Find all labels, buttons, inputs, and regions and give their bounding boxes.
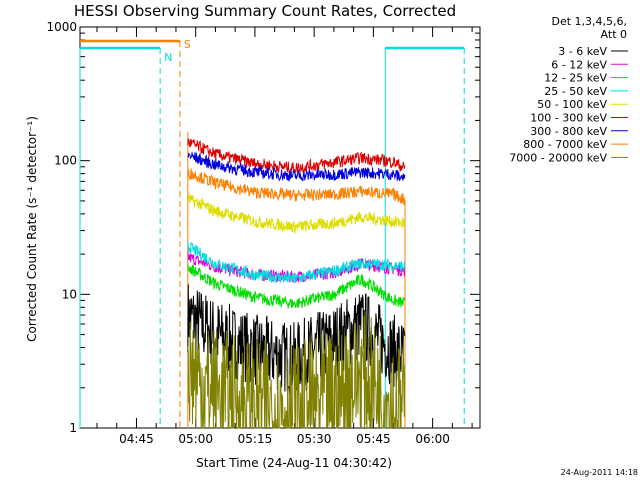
x-tick-label: 05:00 xyxy=(178,432,213,446)
series-line xyxy=(187,262,406,309)
legend-entry: 300 - 800 keV xyxy=(530,125,607,138)
y-tick-label: 10 xyxy=(62,287,77,301)
footer-timestamp: 24-Aug-2011 14:18 xyxy=(561,468,638,477)
x-axis-label: Start Time (24-Aug-11 04:30:42) xyxy=(196,456,392,470)
series-line xyxy=(187,241,406,284)
legend-entry: 3 - 6 keV xyxy=(558,45,607,58)
legend-entry: 6 - 12 keV xyxy=(551,58,607,71)
saa-marker: S xyxy=(184,38,191,51)
x-tick-label: 05:45 xyxy=(356,432,391,446)
x-tick-label: 06:00 xyxy=(415,432,450,446)
series-line xyxy=(187,284,406,394)
y-tick-label: 1 xyxy=(69,421,77,435)
legend-entry: 7000 - 20000 keV xyxy=(509,151,607,164)
legend-header-2: Att 0 xyxy=(601,28,627,41)
night-marker: N xyxy=(164,51,172,64)
series-line xyxy=(187,166,406,206)
series-line xyxy=(187,311,406,429)
chart-title: HESSI Observing Summary Count Rates, Cor… xyxy=(74,2,456,20)
x-tick-label: 05:15 xyxy=(238,432,273,446)
legend-entry: 50 - 100 keV xyxy=(537,98,607,111)
y-tick-label: 1000 xyxy=(46,20,77,34)
x-tick-label: 04:45 xyxy=(119,432,154,446)
series-line xyxy=(187,138,406,174)
legend-entry: 800 - 7000 keV xyxy=(523,138,607,151)
legend-header-1: Det 1,3,4,5,6, xyxy=(551,15,627,28)
legend-entry: 25 - 50 keV xyxy=(544,85,607,98)
y-axis-label: Corrected Count Rate (s⁻¹ detector⁻¹) xyxy=(25,116,39,342)
series-line xyxy=(187,152,406,182)
legend-entry: 100 - 300 keV xyxy=(530,112,607,125)
y-tick-label: 100 xyxy=(54,154,77,168)
legend-entry: 12 - 25 keV xyxy=(544,72,607,85)
series-line xyxy=(187,192,406,234)
plot-area: 1 10 100 1000 04:45 05:00 05:15 05:30 05:45 06:00… xyxy=(46,20,481,446)
x-tick-label: 05:30 xyxy=(297,432,332,446)
